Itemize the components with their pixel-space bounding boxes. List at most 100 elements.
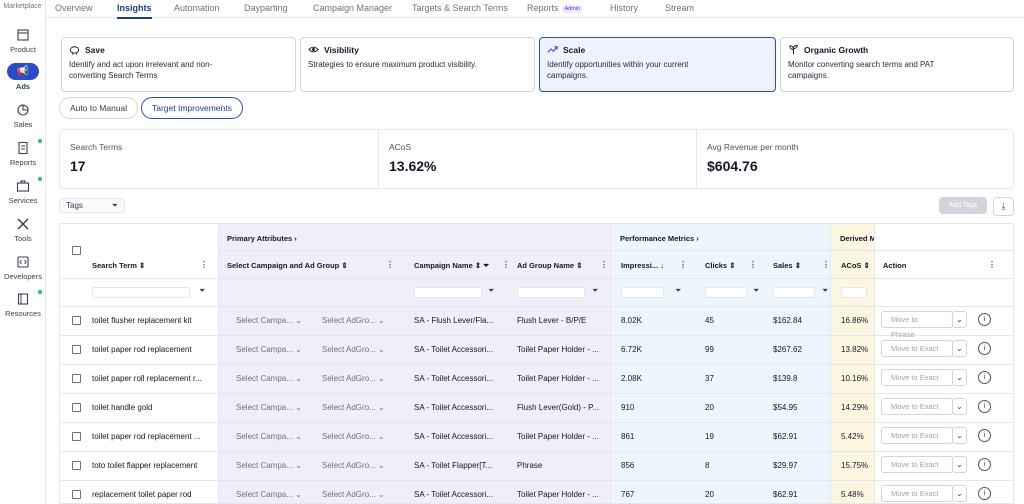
sidebar-item-developers[interactable]: Developers (0, 255, 46, 281)
info-icon[interactable]: i (978, 429, 991, 442)
chevron-down-icon[interactable]: ⌄ (952, 427, 967, 444)
sidebar-item-sales[interactable]: Sales (0, 103, 46, 129)
col-campaign-name[interactable]: Campaign Name ⇕ ⏷ (414, 261, 489, 271)
campaign-name-filter-input[interactable] (414, 287, 482, 298)
select-adgroup-dropdown[interactable]: Select AdGro... ⌄ (322, 345, 385, 354)
col-search-term[interactable]: Search Term ⇕ (92, 261, 145, 270)
col-acos[interactable]: ACoS ⇕ (841, 261, 870, 270)
sidebar-item-services[interactable]: Services (0, 177, 46, 205)
tab-history[interactable]: History (610, 3, 639, 13)
column-menu-icon[interactable]: ⋮ (200, 260, 208, 269)
info-icon[interactable]: i (978, 313, 991, 326)
row-checkbox[interactable] (72, 374, 81, 383)
impressions-filter-input[interactable] (621, 287, 664, 298)
card-organic-growth[interactable]: Organic Growth Monitor converting search… (780, 37, 1014, 92)
column-menu-icon[interactable]: ⋮ (600, 260, 608, 269)
move-action-select[interactable]: Move to Exact (881, 427, 953, 444)
select-adgroup-dropdown[interactable]: Select AdGro... ⌄ (322, 490, 385, 499)
info-icon[interactable]: i (978, 487, 991, 500)
auto-to-manual-button[interactable]: Auto to Manual (59, 97, 139, 119)
column-menu-icon[interactable]: ⋮ (679, 260, 687, 269)
col-select-campaign[interactable]: Select Campaign and Ad Group ⇕ (227, 261, 348, 270)
select-adgroup-dropdown[interactable]: Select AdGro... ⌄ (322, 316, 385, 325)
filter-icon[interactable]: ⏷ (822, 286, 829, 295)
select-campaign-dropdown[interactable]: Select Campa... ⌄ (236, 461, 302, 470)
move-action-select[interactable]: Move to Exact (881, 369, 953, 386)
info-icon[interactable]: i (978, 400, 991, 413)
group-primary-attributes[interactable]: Primary Attributes › (227, 234, 297, 243)
tags-filter[interactable]: Tags ⏷ (59, 198, 125, 213)
chevron-down-icon[interactable]: ⌄ (952, 398, 967, 415)
group-derived-metrics[interactable]: Derived M (840, 234, 874, 243)
search-term-filter-input[interactable] (92, 287, 190, 298)
move-action-select[interactable]: Move to Exact (881, 398, 953, 415)
group-performance-metrics[interactable]: Performance Metrics › (620, 234, 699, 243)
row-checkbox[interactable] (72, 345, 81, 354)
move-action-select[interactable]: Move to Exact (881, 340, 953, 357)
row-checkbox[interactable] (72, 461, 81, 470)
filter-icon[interactable]: ⏷ (675, 286, 682, 295)
select-campaign-dropdown[interactable]: Select Campa... ⌄ (236, 345, 302, 354)
select-adgroup-dropdown[interactable]: Select AdGro... ⌄ (322, 432, 385, 441)
select-campaign-dropdown[interactable]: Select Campa... ⌄ (236, 374, 302, 383)
chevron-down-icon[interactable]: ⌄ (952, 485, 967, 502)
sidebar-item-ads[interactable]: 📢 Ads (0, 63, 46, 91)
column-menu-icon[interactable]: ⋮ (988, 260, 996, 269)
filter-icon[interactable]: ⏷ (488, 286, 495, 295)
tab-insights[interactable]: Insights (117, 3, 152, 19)
column-menu-icon[interactable]: ⋮ (386, 260, 394, 269)
select-campaign-dropdown[interactable]: Select Campa... ⌄ (236, 432, 302, 441)
select-all-checkbox[interactable] (72, 246, 81, 255)
move-action-select[interactable]: Move to Phrase (881, 311, 953, 339)
tab-stream[interactable]: Stream (665, 3, 695, 13)
select-campaign-dropdown[interactable]: Select Campa... ⌄ (236, 403, 302, 412)
column-menu-icon[interactable]: ⋮ (502, 260, 510, 269)
info-icon[interactable]: i (978, 342, 991, 355)
tab-overview[interactable]: Overview (55, 3, 93, 13)
clicks-filter-input[interactable] (705, 287, 747, 298)
select-adgroup-dropdown[interactable]: Select AdGro... ⌄ (322, 374, 385, 383)
tab-automation[interactable]: Automation (174, 3, 220, 13)
row-checkbox[interactable] (72, 403, 81, 412)
column-menu-icon[interactable]: ⋮ (749, 260, 757, 269)
sidebar-item-resources[interactable]: Resources (0, 290, 46, 318)
row-checkbox[interactable] (72, 316, 81, 325)
filter-icon[interactable]: ⏷ (592, 286, 599, 295)
select-adgroup-dropdown[interactable]: Select AdGro... ⌄ (322, 461, 385, 470)
sidebar-item-reports[interactable]: Reports (0, 139, 46, 167)
info-icon[interactable]: i (978, 371, 991, 384)
select-campaign-dropdown[interactable]: Select Campa... ⌄ (236, 316, 302, 325)
acos-filter-input[interactable] (841, 287, 867, 298)
filter-icon[interactable]: ⏷ (199, 286, 206, 295)
card-save[interactable]: Save Identify and act upon irrelevant an… (61, 37, 296, 92)
column-menu-icon[interactable]: ⋮ (822, 260, 830, 269)
col-impressions[interactable]: Impressi... ↓ (621, 261, 664, 270)
sales-filter-input[interactable] (773, 287, 815, 298)
move-action-select[interactable]: Move to Exact (881, 456, 953, 473)
chevron-down-icon[interactable]: ⌄ (952, 311, 967, 328)
col-ad-group-name[interactable]: Ad Group Name ⇕ (517, 261, 582, 270)
target-improvements-button[interactable]: Target Improvements (141, 97, 243, 119)
sidebar-item-product[interactable]: Product (0, 28, 46, 54)
move-action-select[interactable]: Move to Exact (881, 485, 953, 502)
card-scale[interactable]: Scale Identify opportunities within your… (539, 37, 776, 92)
col-sales[interactable]: Sales ⇕ (773, 261, 801, 270)
info-icon[interactable]: i (978, 458, 991, 471)
select-campaign-dropdown[interactable]: Select Campa... ⌄ (236, 490, 302, 499)
download-button[interactable]: ⤓ (993, 197, 1014, 216)
tab-dayparting[interactable]: Dayparting (244, 3, 288, 13)
tab-campaign-manager[interactable]: Campaign Manager (313, 3, 393, 13)
ad-group-filter-input[interactable] (517, 287, 585, 298)
chevron-down-icon[interactable]: ⌄ (952, 369, 967, 386)
tab-reports[interactable]: Reports Admin (527, 3, 584, 13)
tab-targets-search-terms[interactable]: Targets & Search Terms (412, 3, 508, 13)
col-clicks[interactable]: Clicks ⇕ (705, 261, 736, 270)
add-tags-button[interactable]: Add Tags (939, 197, 987, 214)
sidebar-item-tools[interactable]: Tools (0, 217, 46, 243)
row-checkbox[interactable] (72, 490, 81, 499)
filter-icon[interactable]: ⏷ (753, 286, 760, 295)
chevron-down-icon[interactable]: ⌄ (952, 456, 967, 473)
card-visibility[interactable]: Visibility Strategies to ensure maximum … (300, 37, 535, 92)
select-adgroup-dropdown[interactable]: Select AdGro... ⌄ (322, 403, 385, 412)
row-checkbox[interactable] (72, 432, 81, 441)
